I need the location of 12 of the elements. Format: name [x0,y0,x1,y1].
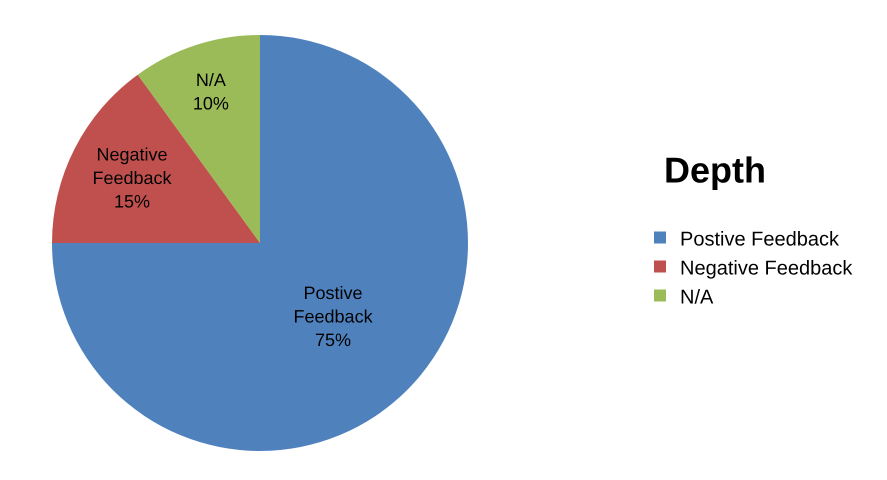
data-label: 15% [114,191,150,212]
pie-slice [52,74,260,243]
slice-label: Postive Feedback [294,283,374,327]
data-label: 75% [315,330,352,350]
legend-label: Negative Feedback [680,257,854,280]
data-label: 10% [192,94,229,114]
pie-slice [52,35,468,451]
legend-label: Postive Feedback [680,228,840,250]
legend-label: N/A [680,286,714,308]
text: Depth [664,150,766,191]
slice-label: Negative Feedback [92,144,173,188]
slice-label: N/A [196,70,226,90]
